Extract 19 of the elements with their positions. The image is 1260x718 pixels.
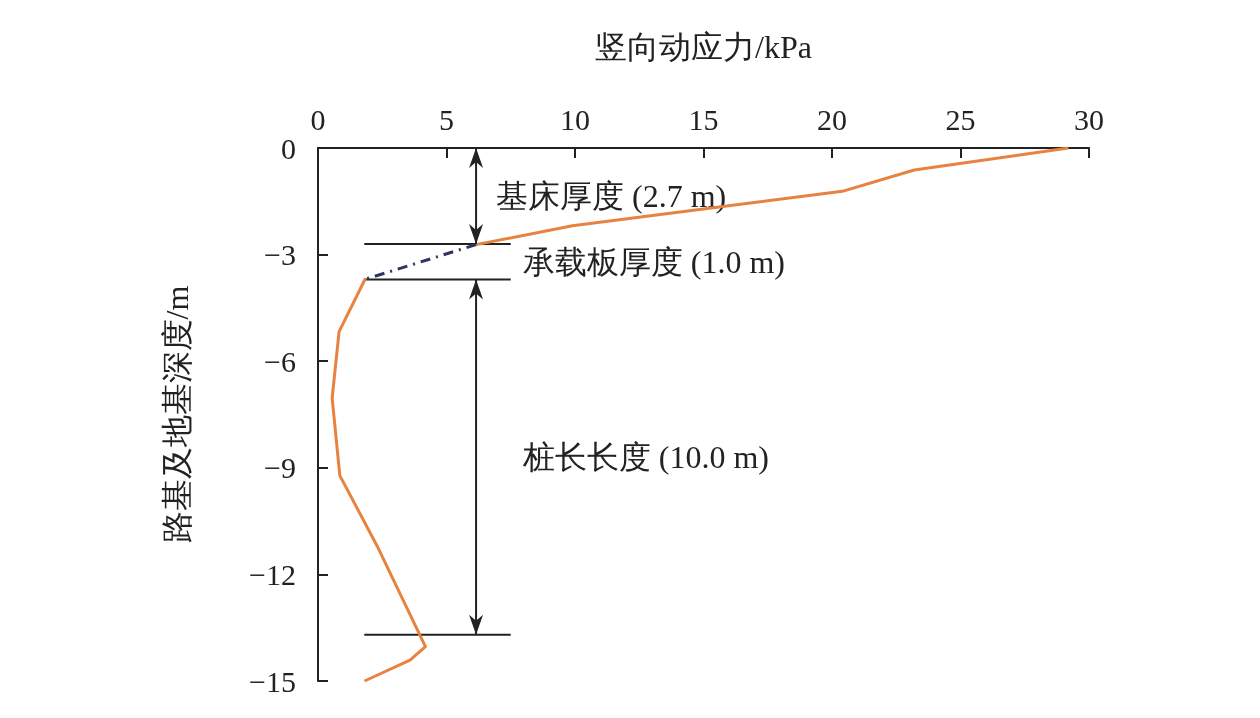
x-tick-label: 15: [688, 102, 719, 136]
y-axis-title: 路基及地基深度/m: [159, 285, 195, 544]
y-tick-label: −9: [264, 451, 296, 485]
annotation: 桩长长度 (10.0 m): [521, 439, 769, 476]
annotation: 承载板厚度 (1.0 m): [522, 243, 785, 280]
y-tick-label: −6: [264, 344, 296, 378]
line-series: [330, 277, 427, 683]
x-tick-label: 10: [560, 102, 590, 136]
y-tick-label: −3: [264, 238, 296, 272]
x-tick-label: 20: [817, 102, 847, 136]
y-tick-label: −15: [249, 664, 296, 698]
annotation: 基床厚度 (2.7 m): [496, 177, 727, 214]
y-tick-label: 0: [281, 131, 296, 165]
y-tick-label: −12: [249, 557, 296, 591]
x-tick-label: 25: [945, 102, 976, 136]
x-tick-label: 30: [1074, 102, 1104, 136]
x-axis-title: 竖向动应力/kPa: [595, 29, 812, 65]
x-tick-label: 5: [439, 102, 454, 136]
x-tick-label: 0: [310, 102, 326, 136]
